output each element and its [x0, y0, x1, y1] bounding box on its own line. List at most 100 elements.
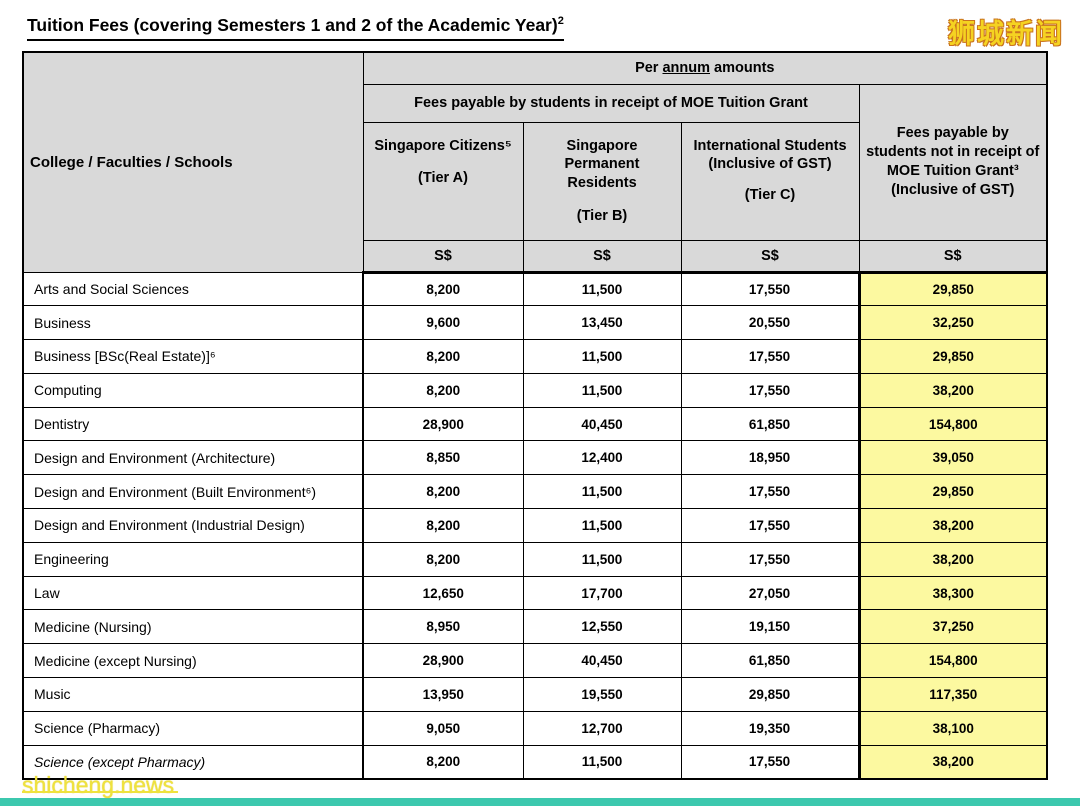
- fee-value: 8,200: [362, 744, 524, 780]
- fee-value: 12,650: [362, 575, 524, 611]
- fee-value: 29,850: [680, 677, 860, 712]
- fee-value: 8,200: [362, 541, 524, 577]
- fee-value: 8,200: [362, 339, 524, 374]
- college-name: Arts and Social Sciences: [22, 271, 364, 307]
- fee-value-no-grant: 38,100: [857, 710, 1048, 746]
- fee-value: 11,500: [522, 744, 682, 780]
- fee-value: 11,500: [522, 339, 682, 374]
- fee-value: 19,550: [522, 677, 682, 712]
- fee-value: 17,550: [680, 541, 860, 577]
- no-grant-header: Fees payable by students not in receipt …: [858, 83, 1048, 241]
- fee-value: 17,550: [680, 339, 860, 374]
- watermark-site-logo: 狮城新闻: [948, 19, 1064, 49]
- fee-value: 18,950: [680, 440, 860, 476]
- college-name: Design and Environment (Built Environmen…: [22, 474, 364, 510]
- fee-value-no-grant: 32,250: [857, 305, 1048, 341]
- fee-value: 12,700: [522, 710, 682, 746]
- fee-value-no-grant: 154,800: [857, 406, 1048, 442]
- fee-value: 9,050: [362, 710, 524, 746]
- per-annum-header: Per annum amounts: [362, 51, 1048, 85]
- fee-value: 17,550: [680, 271, 860, 307]
- fee-value: 19,150: [680, 609, 860, 645]
- college-name: Computing: [22, 372, 364, 408]
- fee-value: 11,500: [522, 508, 682, 543]
- column-header-tier-c: International Students (Inclusive of GST…: [680, 121, 860, 241]
- fee-value: 12,400: [522, 440, 682, 476]
- watermark-site-url: shicheng.news: [22, 772, 179, 798]
- fee-value: 17,700: [522, 575, 682, 611]
- fee-table-body: Arts and Social Sciences 8,200 11,500 17,55…: [22, 271, 1048, 780]
- fee-value: 8,200: [362, 474, 524, 510]
- college-name: Medicine (Nursing): [22, 609, 364, 645]
- fee-value: 11,500: [522, 372, 682, 408]
- table-row: Design and Environment (Industrial Desig…: [22, 508, 1048, 543]
- currency-header: S$: [522, 239, 682, 274]
- college-name: Engineering: [22, 541, 364, 577]
- fee-value-no-grant: 29,850: [857, 271, 1048, 307]
- table-row: Medicine (except Nursing) 28,900 40,450 61,…: [22, 643, 1048, 679]
- fee-value: 28,900: [362, 643, 524, 679]
- fee-value: 11,500: [522, 541, 682, 577]
- currency-header: S$: [362, 239, 524, 274]
- column-name: International Students (Inclusive of GST…: [693, 137, 847, 173]
- table-row: Engineering 8,200 11,500 17,550 38,200: [22, 541, 1048, 577]
- table-row: Law 12,650 17,700 27,050 38,300: [22, 575, 1048, 611]
- college-name: Design and Environment (Industrial Desig…: [22, 508, 364, 543]
- currency-header: S$: [680, 239, 860, 274]
- fee-value-no-grant: 117,350: [857, 677, 1048, 712]
- table-row: Design and Environment (Built Environmen…: [22, 474, 1048, 510]
- column-name: Singapore Citizens⁵: [374, 137, 512, 154]
- grant-group-header: Fees payable by students in receipt of M…: [362, 83, 860, 123]
- fee-value-no-grant: 38,200: [857, 541, 1048, 577]
- fee-value-no-grant: 154,800: [857, 643, 1048, 679]
- corner-header: College / Faculties / Schools: [22, 51, 364, 273]
- fee-value: 12,550: [522, 609, 682, 645]
- fee-value: 8,200: [362, 372, 524, 408]
- fee-value: 11,500: [522, 271, 682, 307]
- page-title: Tuition Fees (covering Semesters 1 and 2…: [27, 15, 564, 41]
- page-title-footnote: 2: [557, 15, 564, 28]
- fee-value-no-grant: 29,850: [857, 474, 1048, 510]
- column-header-tier-a: Singapore Citizens⁵ (Tier A): [362, 121, 524, 241]
- college-name: Law: [22, 575, 364, 611]
- college-name: Science (Pharmacy): [22, 710, 364, 746]
- fee-value-no-grant: 38,200: [857, 508, 1048, 543]
- fee-value: 19,350: [680, 710, 860, 746]
- college-name: Science (except Pharmacy): [22, 744, 364, 780]
- college-name: Dentistry: [22, 406, 364, 442]
- tuition-fees-table: College / Faculties / Schools Per annum …: [22, 51, 1049, 780]
- college-name: Music: [22, 677, 364, 712]
- fee-value-no-grant: 29,850: [857, 339, 1048, 374]
- tier-label: (Tier A): [418, 170, 468, 187]
- college-name: Business [BSc(Real Estate)]⁶: [22, 339, 364, 374]
- fee-value: 17,550: [680, 372, 860, 408]
- table-row: Business [BSc(Real Estate)]⁶ 8,200 11,500 1…: [22, 339, 1048, 374]
- fee-value: 8,950: [362, 609, 524, 645]
- tier-label: (Tier C): [744, 187, 796, 204]
- per-annum-underlined: annum: [662, 60, 711, 77]
- fee-value-no-grant: 39,050: [857, 440, 1048, 476]
- fee-value: 40,450: [522, 643, 682, 679]
- page-title-text: Tuition Fees (covering Semesters 1 and 2…: [27, 15, 558, 35]
- fee-value: 13,450: [522, 305, 682, 341]
- fee-value: 28,900: [362, 406, 524, 442]
- currency-header: S$: [858, 239, 1048, 274]
- fee-value: 17,550: [680, 474, 860, 510]
- bottom-accent-bar: [0, 798, 1080, 806]
- fee-value: 8,200: [362, 271, 524, 307]
- table-row: Design and Environment (Architecture) 8,8…: [22, 440, 1048, 476]
- fee-value: 9,600: [362, 305, 524, 341]
- table-row: Science (except Pharmacy) 8,200 11,500 17,5…: [22, 744, 1048, 780]
- fee-value: 61,850: [680, 406, 860, 442]
- fee-value: 8,200: [362, 508, 524, 543]
- column-name: Singapore Permanent Residents: [564, 137, 640, 192]
- tier-label: (Tier B): [576, 208, 628, 225]
- college-name: Business: [22, 305, 364, 341]
- fee-value: 17,550: [680, 508, 860, 543]
- column-header-tier-b: Singapore Permanent Residents (Tier B): [522, 121, 682, 241]
- table-row: Science (Pharmacy) 9,050 12,700 19,350 38,10…: [22, 710, 1048, 746]
- fee-value: 8,850: [362, 440, 524, 476]
- fee-value-no-grant: 38,300: [857, 575, 1048, 611]
- fee-value: 27,050: [680, 575, 860, 611]
- fee-value-no-grant: 37,250: [857, 609, 1048, 645]
